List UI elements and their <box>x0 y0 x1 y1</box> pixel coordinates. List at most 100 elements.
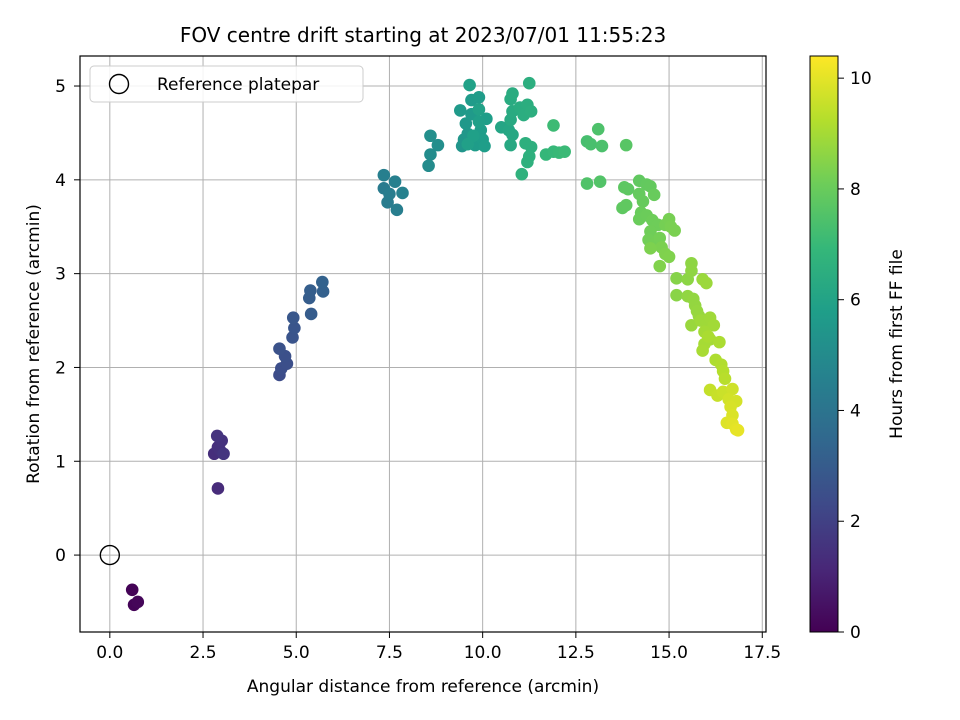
data-point <box>670 288 683 302</box>
colorbar: 0 2 4 6 8 10 Hours from first FF file <box>809 55 907 643</box>
data-point <box>636 195 650 208</box>
colorbar-tick-label: 10 <box>850 69 872 89</box>
colorbar-tick-label: 2 <box>850 512 861 532</box>
legend: Reference platepar <box>89 65 364 103</box>
data-point <box>286 311 300 325</box>
plot-frame <box>79 55 767 633</box>
x-tick-label: 7.5 <box>376 643 403 663</box>
data-point <box>424 129 437 143</box>
data-point <box>304 284 317 297</box>
data-point <box>685 264 698 278</box>
data-point <box>731 424 745 437</box>
data-point <box>591 122 605 136</box>
reference-platepar-marker <box>99 544 121 566</box>
data-point <box>396 186 409 200</box>
data-point <box>286 331 299 344</box>
data-point <box>670 272 683 285</box>
data-point <box>504 138 517 152</box>
x-tick-label: 0.0 <box>96 643 123 663</box>
data-point <box>273 342 286 355</box>
y-tick-label: 3 <box>55 265 66 285</box>
data-point <box>431 138 445 152</box>
data-point <box>707 318 721 332</box>
legend-entry-label: Reference platepar <box>157 75 319 95</box>
data-point <box>521 155 534 169</box>
colorbar-tick-label: 8 <box>850 180 861 200</box>
data-point <box>125 583 139 597</box>
y-tick-label: 5 <box>55 77 66 97</box>
data-point <box>595 139 609 153</box>
data-point <box>580 177 594 190</box>
data-point <box>718 372 732 386</box>
y-tick-label: 2 <box>55 358 66 378</box>
colorbar-label: Hours from first FF file <box>887 249 907 439</box>
x-tick-label: 15.0 <box>650 643 688 663</box>
data-point <box>390 203 404 217</box>
data-point <box>726 382 739 396</box>
data-point <box>210 429 224 443</box>
data-point <box>506 128 519 142</box>
reference-marker-layer <box>99 544 121 566</box>
legend-reference-marker-icon <box>108 73 130 95</box>
data-point <box>383 187 396 201</box>
data-point <box>459 117 473 130</box>
colorbar-ramp <box>809 55 839 633</box>
data-point <box>472 115 486 128</box>
x-tick-label: 10.0 <box>464 643 502 663</box>
data-point <box>558 145 571 158</box>
data-point <box>388 175 402 189</box>
data-point <box>463 78 476 92</box>
data-point <box>593 175 607 189</box>
data-point <box>685 318 698 332</box>
y-tick-label: 4 <box>55 171 66 191</box>
data-point <box>547 119 560 132</box>
data-point <box>506 87 519 100</box>
y-tick-label: 0 <box>55 546 66 566</box>
data-point <box>653 231 667 245</box>
y-tick-label: 1 <box>55 452 66 472</box>
data-point <box>288 321 301 335</box>
data-point <box>472 90 486 104</box>
data-point <box>700 276 713 290</box>
data-point <box>647 188 661 202</box>
x-tick-label: 17.5 <box>743 643 781 663</box>
y-axis-label: Rotation from reference (arcmin) <box>24 204 44 484</box>
data-point <box>217 447 230 461</box>
x-axis-label: Angular distance from reference (arcmin) <box>247 677 599 697</box>
data-point <box>619 198 633 212</box>
data-point <box>524 105 538 118</box>
data-point <box>461 137 475 151</box>
data-point <box>696 344 709 357</box>
data-point <box>453 104 467 117</box>
data-point <box>422 159 435 173</box>
data-point <box>304 307 318 321</box>
data-point <box>472 103 486 116</box>
chart-title: FOV centre drift starting at 2023/07/01 … <box>180 23 666 47</box>
colorbar-tick-label: 0 <box>850 623 861 643</box>
data-point <box>584 137 598 151</box>
data-point <box>621 182 635 196</box>
x-tick-label: 5.0 <box>283 643 310 663</box>
x-tick-label: 12.5 <box>557 643 595 663</box>
data-point <box>424 148 437 161</box>
data-point <box>316 285 330 298</box>
data-point <box>668 224 681 237</box>
data-point <box>713 335 726 349</box>
data-point <box>478 139 491 153</box>
data-point <box>522 76 536 90</box>
data-point <box>653 259 667 273</box>
legend-box <box>89 65 364 103</box>
y-axis-ticks: 0 1 2 3 4 5 <box>55 77 80 566</box>
data-point <box>211 482 225 495</box>
data-point <box>619 138 633 152</box>
data-point <box>644 242 657 255</box>
grid-lines <box>80 56 766 632</box>
x-axis-ticks: 0.0 2.5 5.0 7.5 10.0 12.5 15.0 17.5 <box>96 632 781 663</box>
colorbar-tick-label: 6 <box>850 291 861 311</box>
data-point <box>524 140 538 154</box>
colorbar-ticks: 0 2 4 6 8 10 <box>838 69 872 643</box>
colorbar-tick-label: 4 <box>850 401 861 421</box>
data-point <box>316 275 329 289</box>
data-point <box>377 168 391 182</box>
